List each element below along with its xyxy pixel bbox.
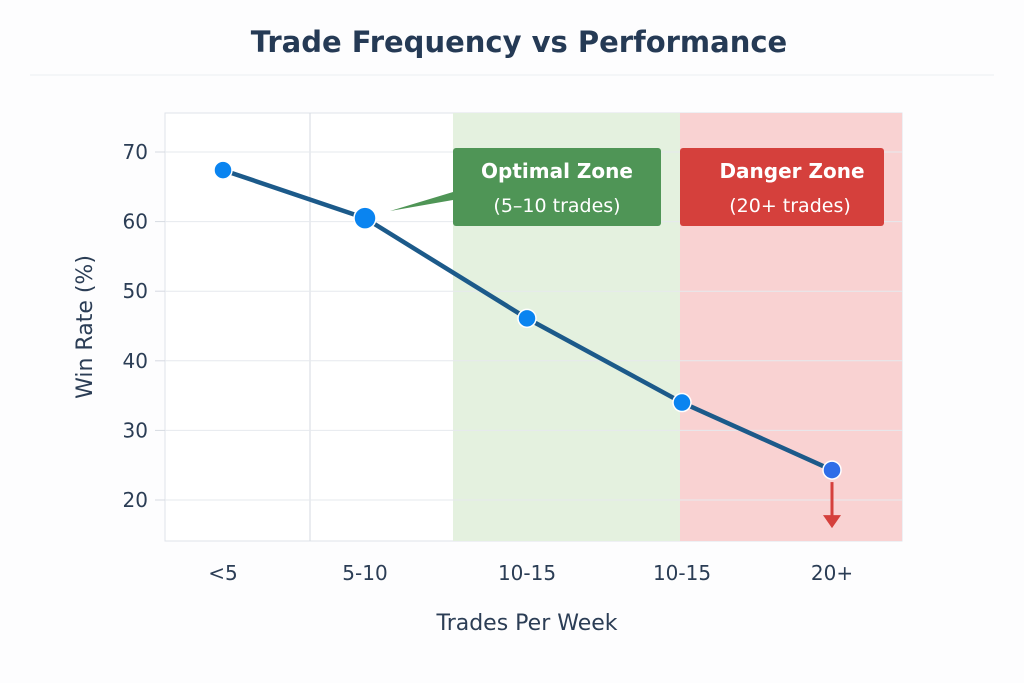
x-tick-label: 10-15: [498, 561, 556, 585]
x-tick-label: 20+: [811, 561, 853, 585]
optimal-zone-callout: Optimal Zone (5–10 trades): [390, 148, 661, 226]
y-tick-label: 60: [123, 210, 148, 234]
x-axis-label: Trades Per Week: [435, 611, 617, 636]
x-tick-label: 5-10: [342, 561, 387, 585]
data-point: [213, 160, 233, 180]
optimal-zone-title: Optimal Zone: [481, 159, 633, 183]
x-tick-label: 10-15: [653, 561, 711, 585]
data-point: [517, 308, 537, 329]
y-axis-label: Win Rate (%): [73, 255, 98, 399]
x-tick-label: <5: [208, 561, 237, 585]
danger-zone-title: Danger Zone: [719, 159, 864, 183]
danger-zone-callout: Danger Zone (20+ trades): [680, 148, 884, 226]
y-tick-label: 50: [123, 279, 148, 303]
y-tick-label: 40: [123, 349, 148, 373]
optimal-zone-subtitle: (5–10 trades): [493, 195, 620, 217]
chart-title: Trade Frequency vs Performance: [251, 25, 787, 59]
y-tick-label: 30: [123, 418, 148, 442]
data-point: [353, 206, 377, 230]
data-point: [672, 392, 692, 413]
data-point: [822, 460, 842, 480]
danger-zone-subtitle: (20+ trades): [729, 195, 851, 217]
y-tick-label: 70: [123, 140, 148, 164]
y-tick-label: 20: [123, 488, 148, 512]
down-arrow-head-icon: [823, 515, 841, 529]
